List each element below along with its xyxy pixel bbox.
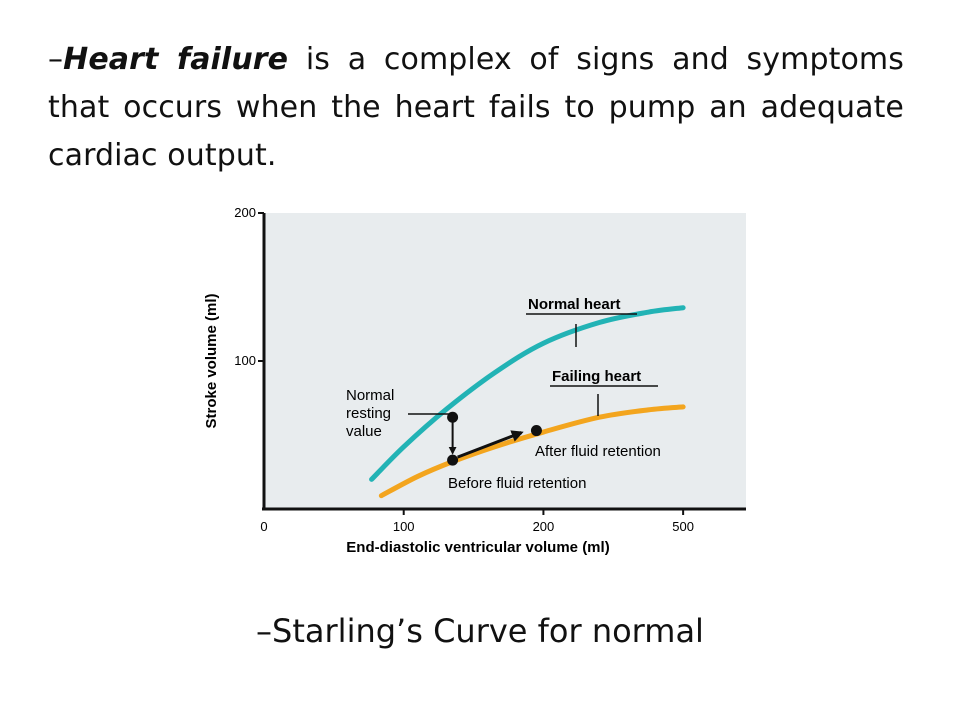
fluid-retention-arrow <box>457 430 524 459</box>
normal-heart-curve <box>369 305 686 482</box>
legend-failing-heart: Failing heart <box>552 368 641 385</box>
figure-caption: –Starling’s Curve for normal <box>256 612 704 650</box>
y-tick-label: 200 <box>234 205 256 220</box>
x-tick-label: 200 <box>533 519 555 534</box>
after-fluid-retention-point <box>530 425 542 437</box>
annotation-normal: Normal <box>346 387 394 404</box>
x-tick-label: 0 <box>260 519 267 534</box>
x-tick-label: 500 <box>672 519 694 534</box>
annotation-after-fluid: After fluid retention <box>535 443 661 460</box>
y-axis-label: Stroke volume (ml) <box>203 293 220 428</box>
annotation-value: value <box>346 423 382 440</box>
plot-panel <box>264 213 746 509</box>
x-axis-label: End-diastolic ventricular volume (ml) <box>346 539 609 556</box>
legend-normal-heart: Normal heart <box>528 296 621 313</box>
intro-dash: – <box>48 42 64 77</box>
intro-term: Heart failure <box>63 42 289 77</box>
annotation-resting: resting <box>346 405 391 422</box>
y-tick-label: 100 <box>234 353 256 368</box>
x-tick-label: 100 <box>393 519 415 534</box>
intro-text: –Heart failure is a complex of signs and… <box>48 36 904 180</box>
intro-rest: is a complex of signs and symptoms that … <box>48 42 904 173</box>
annotation-before-fluid: Before fluid retention <box>448 475 586 492</box>
starling-curve-chart: 0 100 200 500 100 200 End-diastolic ventricul… <box>203 205 746 556</box>
before-fluid-retention-point <box>447 454 459 466</box>
